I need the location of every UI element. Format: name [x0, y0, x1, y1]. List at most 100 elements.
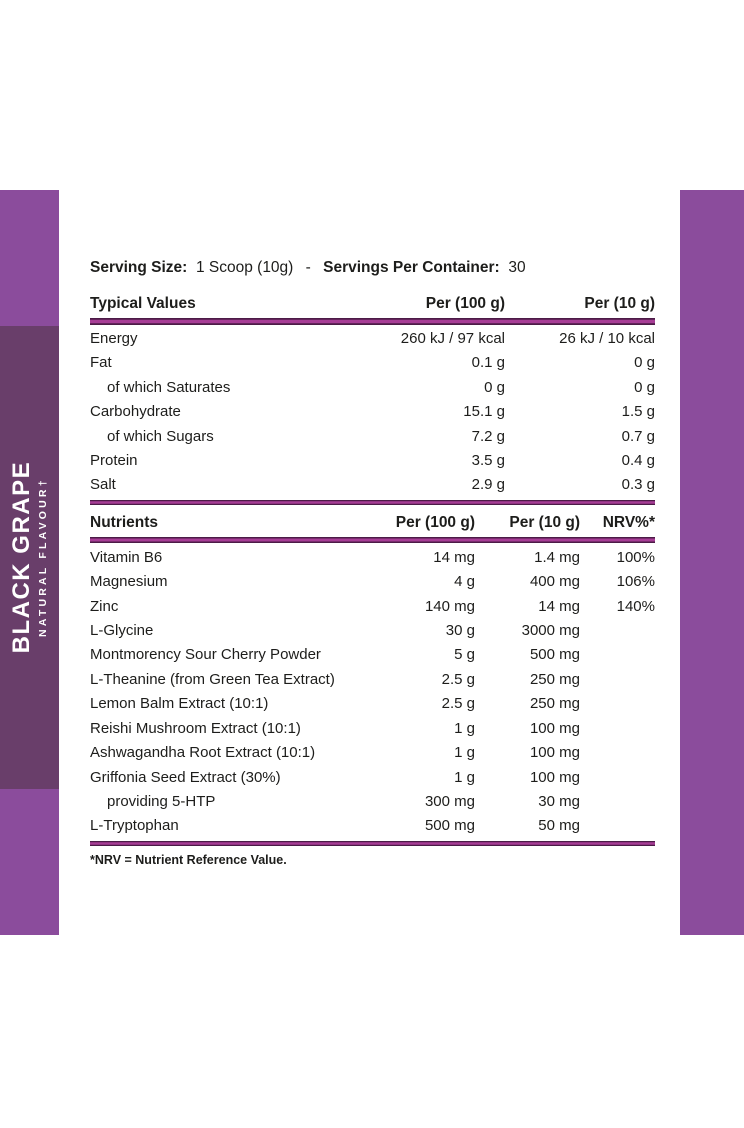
- table-row: Montmorency Sour Cherry Powder 5 g 500 mg: [90, 643, 655, 667]
- nutrient-label: of which Sugars: [107, 427, 214, 445]
- left-accent-bar-top: [0, 190, 59, 326]
- table-row: Vitamin B6 14 mg 1.4 mg 100%: [90, 546, 655, 570]
- table-row: providing 5-HTP 300 mg 30 mg: [90, 790, 655, 814]
- nutrient-label: Zinc: [90, 597, 119, 615]
- value-per-100g: 5 g: [454, 646, 475, 664]
- col-header-nrv: NRV%*: [602, 513, 655, 531]
- table-row: Ashwagandha Root Extract (10:1) 1 g 100 mg: [90, 741, 655, 765]
- table-row: of which Saturates 0 g 0 g: [90, 376, 655, 400]
- table-row: Energy 260 kJ / 97 kcal 26 kJ / 10 kcal: [90, 327, 655, 351]
- value-per-10g: 1.5 g: [621, 403, 655, 421]
- typical-values-table: Energy 260 kJ / 97 kcal 26 kJ / 10 kcal Fat…: [90, 327, 655, 498]
- table-row: Salt 2.9 g 0.3 g: [90, 473, 655, 497]
- left-accent-bar-bottom: [0, 789, 59, 935]
- table-row: Zinc 140 mg 14 mg 140%: [90, 595, 655, 619]
- serving-size-value: 1 Scoop (10g): [195, 259, 294, 276]
- nrv-value: 100%: [616, 548, 655, 566]
- value-per-100g: 14 mg: [433, 548, 475, 566]
- servings-per-container-value: 30: [508, 259, 526, 276]
- right-accent-bar: [680, 190, 744, 935]
- nutrient-label: Lemon Balm Extract (10:1): [90, 695, 269, 713]
- nutrients-table: Vitamin B6 14 mg 1.4 mg 100% Magnesium 4 g 400…: [90, 546, 655, 839]
- typical-values-header: Typical Values Per (100 g) Per (10 g): [90, 294, 655, 314]
- value-per-10g: 1.4 mg: [534, 548, 580, 566]
- divider-rule: [90, 840, 655, 846]
- table-row: Magnesium 4 g 400 mg 106%: [90, 570, 655, 594]
- nutrient-label: L-Theanine (from Green Tea Extract): [90, 670, 335, 688]
- value-per-100g: 1 g: [454, 744, 475, 762]
- value-per-100g: 4 g: [454, 573, 475, 591]
- flavor-name: BLACK GRAPE: [8, 461, 36, 654]
- value-per-100g: 500 mg: [424, 817, 475, 835]
- table-row: Griffonia Seed Extract (30%) 1 g 100 mg: [90, 766, 655, 790]
- value-per-10g: 0.4 g: [621, 452, 655, 470]
- divider-rule: [90, 318, 655, 325]
- value-per-10g: 30 mg: [538, 792, 580, 810]
- value-per-100g: 1 g: [454, 768, 475, 786]
- value-per-10g: 250 mg: [529, 695, 580, 713]
- servings-per-container-label: Servings Per Container:: [323, 259, 500, 276]
- value-per-100g: 140 mg: [424, 597, 475, 615]
- nrv-value: [580, 741, 655, 765]
- value-per-10g: 0 g: [634, 354, 655, 372]
- nutrient-label: Fat: [90, 354, 112, 372]
- serving-separator: -: [305, 259, 311, 276]
- nrv-value: [580, 643, 655, 667]
- nrv-value: 140%: [616, 597, 655, 615]
- serving-info: Serving Size: 1 Scoop (10g) - Servings P…: [90, 258, 655, 278]
- value-per-10g: 500 mg: [529, 646, 580, 664]
- nutrient-label: Vitamin B6: [90, 548, 163, 566]
- value-per-100g: 30 g: [445, 622, 475, 640]
- table-row: Fat 0.1 g 0 g: [90, 351, 655, 375]
- table-row: L-Glycine 30 g 3000 mg: [90, 619, 655, 643]
- col-header-per-10g: Per (10 g): [509, 513, 580, 531]
- nrv-value: [580, 717, 655, 741]
- typical-values-title: Typical Values: [90, 295, 196, 312]
- serving-size-label: Serving Size:: [90, 259, 188, 276]
- value-per-100g: 2.5 g: [441, 670, 475, 688]
- flavor-sidebar: BLACK GRAPE NATURAL FLAVOUR†: [0, 326, 59, 789]
- col-header-per-100g: Per (100 g): [395, 513, 475, 531]
- nrv-value: [580, 814, 655, 838]
- value-per-100g: 1 g: [454, 719, 475, 737]
- nutrient-label: Montmorency Sour Cherry Powder: [90, 646, 321, 664]
- nutrition-panel: Serving Size: 1 Scoop (10g) - Servings P…: [90, 258, 655, 868]
- nutrient-label: Magnesium: [90, 573, 168, 591]
- value-per-10g: 400 mg: [529, 573, 580, 591]
- value-per-100g: 0 g: [484, 378, 505, 396]
- value-per-100g: 2.9 g: [471, 476, 505, 494]
- value-per-10g: 0 g: [634, 378, 655, 396]
- value-per-100g: 7.2 g: [471, 427, 505, 445]
- value-per-10g: 100 mg: [529, 768, 580, 786]
- nutrient-label: L-Tryptophan: [90, 817, 179, 835]
- nrv-footnote: *NRV = Nutrient Reference Value.: [90, 852, 287, 867]
- table-row: Carbohydrate 15.1 g 1.5 g: [90, 400, 655, 424]
- flavor-subtitle: NATURAL FLAVOUR†: [37, 477, 50, 638]
- flavor-sidebar-text: BLACK GRAPE NATURAL FLAVOUR†: [8, 461, 50, 654]
- value-per-10g: 100 mg: [529, 744, 580, 762]
- nutrients-header: Nutrients Per (100 g) Per (10 g) NRV%*: [90, 513, 655, 533]
- nutrient-label: Energy: [90, 330, 138, 347]
- value-per-10g: 26 kJ / 10 kcal: [559, 330, 655, 347]
- value-per-100g: 0.1 g: [471, 354, 505, 372]
- nrv-value: [580, 619, 655, 643]
- table-row: Lemon Balm Extract (10:1) 2.5 g 250 mg: [90, 692, 655, 716]
- nutrient-label: L-Glycine: [90, 622, 154, 640]
- table-row: Protein 3.5 g 0.4 g: [90, 449, 655, 473]
- value-per-10g: 250 mg: [529, 670, 580, 688]
- col-header-per-100g: Per (100 g): [425, 295, 505, 312]
- value-per-100g: 2.5 g: [441, 695, 475, 713]
- nrv-value: [580, 668, 655, 692]
- nutrient-label: Reishi Mushroom Extract (10:1): [90, 719, 301, 737]
- col-header-per-10g: Per (10 g): [584, 295, 655, 312]
- value-per-10g: 0.3 g: [621, 476, 655, 494]
- table-row: Reishi Mushroom Extract (10:1) 1 g 100 mg: [90, 717, 655, 741]
- nrv-value: [580, 766, 655, 790]
- divider-rule: [90, 536, 655, 543]
- nutrient-label: of which Saturates: [107, 378, 231, 396]
- table-row: L-Theanine (from Green Tea Extract) 2.5 g…: [90, 668, 655, 692]
- table-row: of which Sugars 7.2 g 0.7 g: [90, 425, 655, 449]
- table-row: L-Tryptophan 500 mg 50 mg: [90, 814, 655, 838]
- nutrient-label: providing 5-HTP: [107, 792, 216, 810]
- nutrients-title: Nutrients: [90, 513, 159, 531]
